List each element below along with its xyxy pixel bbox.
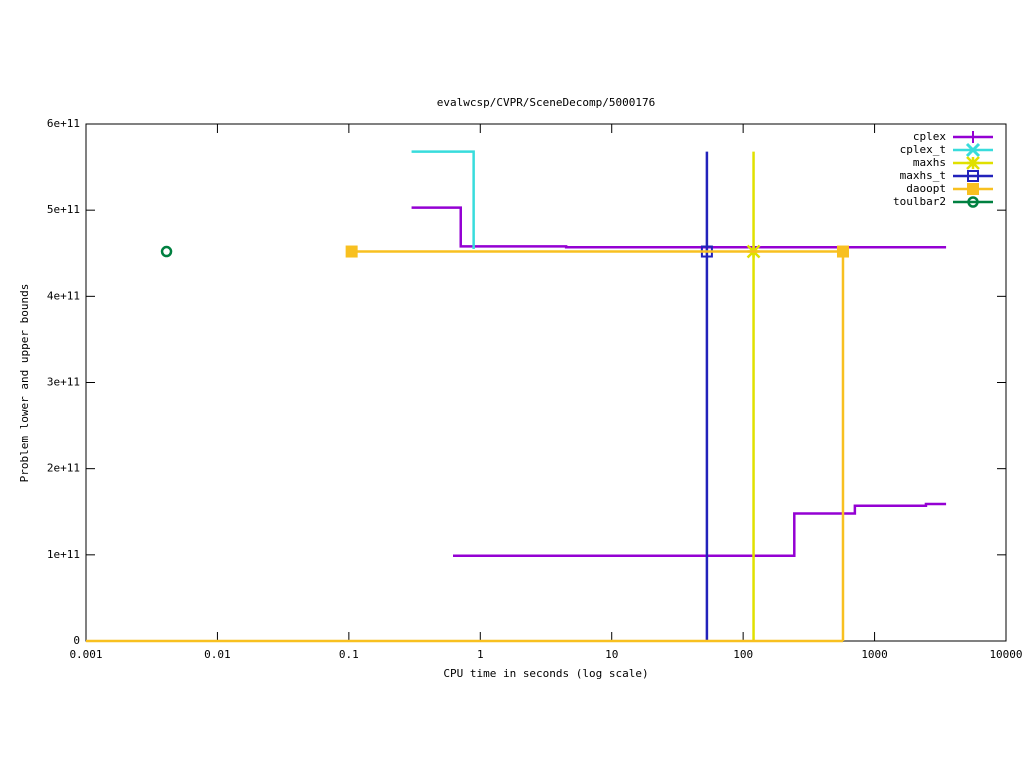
x-tick-label: 100: [733, 648, 753, 661]
marker: [836, 245, 849, 258]
legend-label: maxhs: [913, 156, 946, 169]
legend-label: cplex: [913, 130, 946, 143]
legend-marker: [967, 131, 979, 143]
y-tick-label: 5e+11: [47, 203, 80, 216]
legend-marker: [966, 156, 980, 170]
legend-label: cplex_t: [900, 143, 946, 156]
series-line: [86, 250, 845, 643]
y-tick-label: 4e+11: [47, 289, 80, 302]
x-tick-label: 0.001: [69, 648, 102, 661]
x-tick-label: 1: [477, 648, 484, 661]
legend-label: maxhs_t: [900, 169, 946, 182]
x-tick-label: 1000: [861, 648, 888, 661]
x-tick-label: 10000: [989, 648, 1022, 661]
legend-marker: [967, 183, 979, 195]
x-tick-label: 0.1: [339, 648, 359, 661]
y-tick-label: 0: [73, 634, 80, 647]
y-tick-label: 2e+11: [47, 462, 80, 475]
legend-marker: [965, 142, 981, 158]
legend-label: daoopt: [906, 182, 946, 195]
marker: [345, 245, 358, 258]
y-axis-label: Problem lower and upper bounds: [18, 284, 31, 483]
marker: [160, 245, 173, 258]
chart-title: evalwcsp/CVPR/SceneDecomp/5000176: [437, 96, 656, 109]
legend-marker: [967, 196, 979, 208]
x-axis-label: CPU time in seconds (log scale): [443, 667, 648, 680]
y-tick-label: 1e+11: [47, 548, 80, 561]
x-tick-label: 0.01: [204, 648, 231, 661]
legend-label: toulbar2: [893, 195, 946, 208]
x-tick-label: 10: [605, 648, 618, 661]
series-line: [411, 206, 947, 557]
series-line: [411, 150, 475, 249]
y-tick-label: 6e+11: [47, 117, 80, 130]
legend-marker: [967, 170, 979, 182]
y-tick-label: 3e+11: [47, 376, 80, 389]
plot-border: [85, 123, 1007, 642]
